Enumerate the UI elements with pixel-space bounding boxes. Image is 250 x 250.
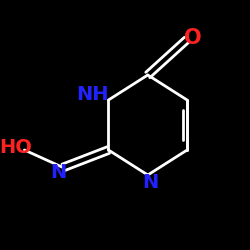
Text: N: N	[142, 173, 158, 192]
Text: N: N	[50, 163, 66, 182]
Text: NH: NH	[76, 86, 109, 104]
Text: HO: HO	[0, 138, 32, 157]
Text: O: O	[184, 28, 202, 48]
